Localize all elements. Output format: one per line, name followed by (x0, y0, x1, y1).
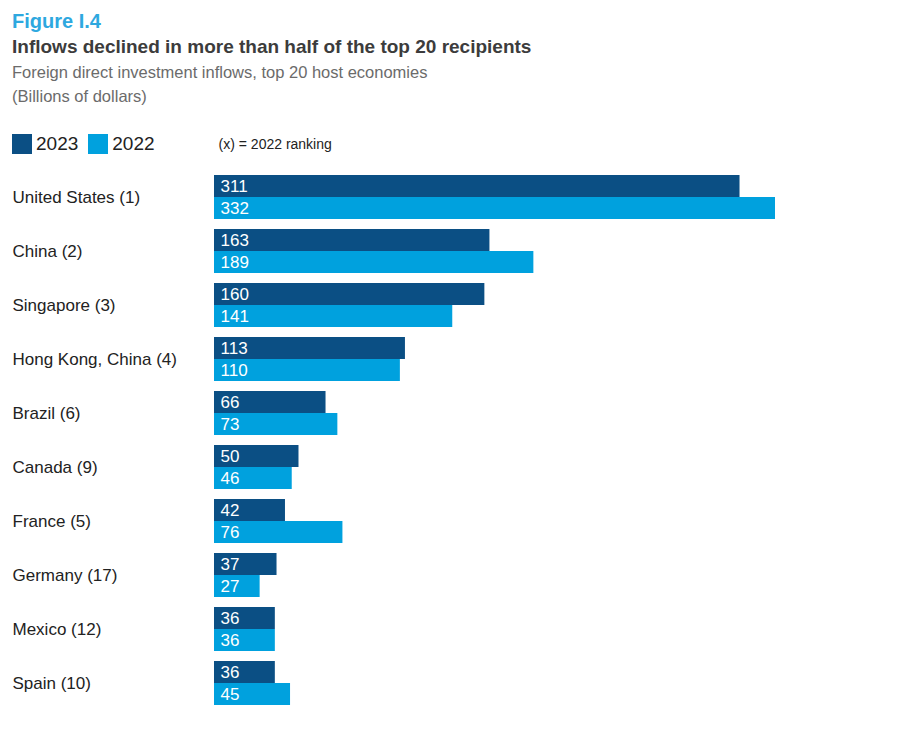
svg-text:Canada (9): Canada (9) (13, 458, 98, 477)
svg-text:Spain (10): Spain (10) (13, 674, 91, 693)
svg-text:110: 110 (221, 361, 248, 380)
html-text:(x) = 2022 ranking: (x) = 2022 ranking (218, 136, 332, 152)
svg-text:Singapore (3): Singapore (3) (13, 296, 116, 315)
svg-text:160: 160 (221, 285, 249, 304)
svg-text:36: 36 (221, 631, 240, 650)
svg-text:76: 76 (221, 523, 240, 542)
svg-text:189: 189 (221, 253, 249, 272)
svg-text:United States (1): United States (1) (13, 188, 141, 207)
svg-text:Mexico (12): Mexico (12) (13, 620, 102, 639)
svg-text:163: 163 (221, 231, 249, 250)
svg-text:50: 50 (221, 447, 240, 466)
svg-text:141: 141 (221, 307, 249, 326)
svg-text:66: 66 (221, 393, 240, 412)
svg-text:332: 332 (221, 199, 249, 218)
svg-text:113: 113 (221, 339, 248, 358)
html-text:2023: 2023 (36, 133, 79, 154)
svg-text:27: 27 (221, 577, 240, 596)
html-text:(Billions of dollars): (Billions of dollars) (12, 87, 147, 105)
svg-text:311: 311 (221, 177, 248, 196)
html-text:Foreign direct investment infl: Foreign direct investment inflows, top 2… (12, 63, 428, 81)
svg-text:Germany (17): Germany (17) (13, 566, 118, 585)
svg-text:45: 45 (221, 685, 240, 704)
svg-text:42: 42 (221, 501, 240, 520)
svg-text:Hong Kong, China (4): Hong Kong, China (4) (13, 350, 177, 369)
svg-text:73: 73 (221, 415, 240, 434)
svg-text:China (2): China (2) (13, 242, 83, 261)
svg-text:Brazil (6): Brazil (6) (13, 404, 81, 423)
svg-text:France (5): France (5) (13, 512, 91, 531)
svg-text:46: 46 (221, 469, 240, 488)
svg-text:36: 36 (221, 663, 240, 682)
html-text:2022: 2022 (112, 133, 155, 154)
html-text:Figure I.4: Figure I.4 (12, 10, 101, 32)
html-text:Inflows declined in more than: Inflows declined in more than half of th… (12, 36, 532, 57)
svg-text:37: 37 (221, 555, 240, 574)
svg-text:36: 36 (221, 609, 240, 628)
